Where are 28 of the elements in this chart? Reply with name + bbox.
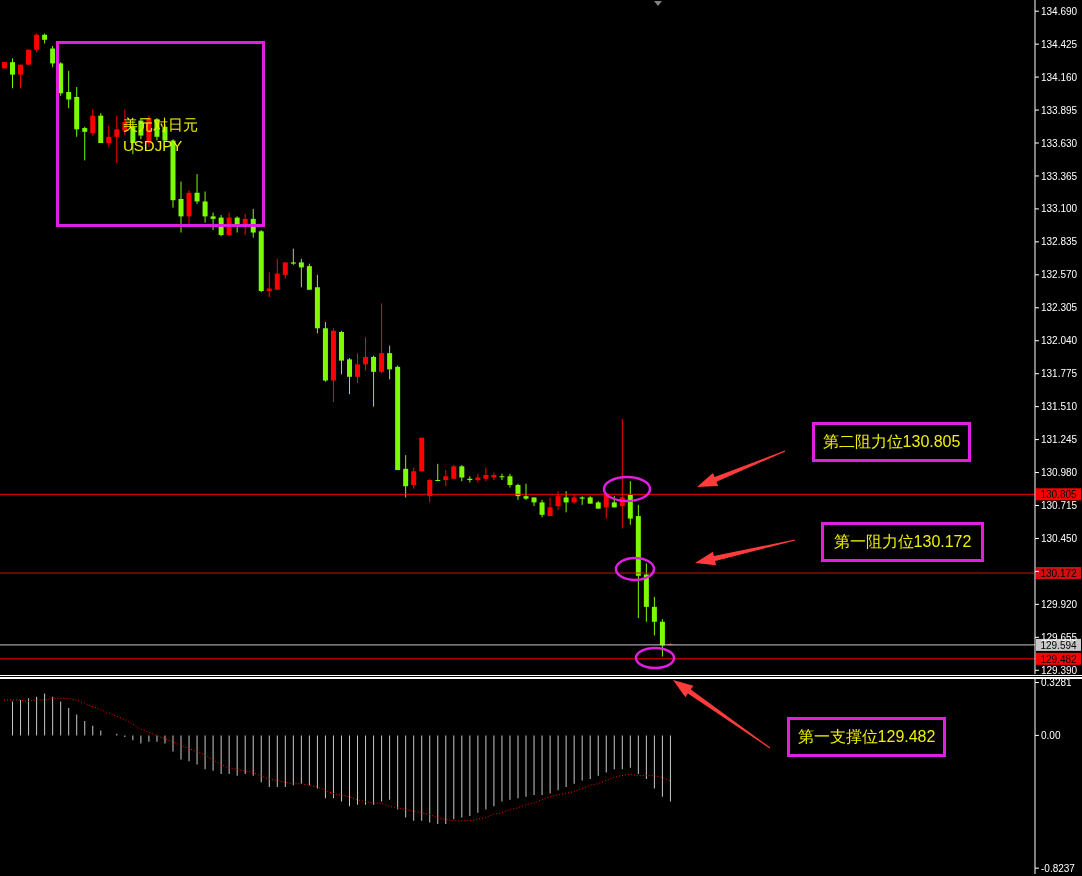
ref-line-label: 129.482: [1040, 653, 1078, 665]
ref-line-label: 130.172: [1040, 568, 1078, 580]
y-tick-label: -0.8237: [1041, 862, 1076, 874]
y-tick-label: 129.920: [1041, 598, 1078, 610]
y-tick-label: 130.980: [1041, 467, 1078, 479]
y-tick-label: 129.390: [1041, 664, 1078, 676]
y-tick-label: 134.690: [1041, 5, 1078, 17]
y-tick-label: 133.365: [1041, 170, 1078, 182]
y-tick-label: 133.100: [1041, 203, 1078, 215]
y-tick-label: 131.245: [1041, 434, 1078, 446]
y-tick-label: 130.715: [1041, 500, 1078, 512]
annotation: 第二阻力位130.805: [812, 422, 971, 462]
y-tick-label: 131.510: [1041, 401, 1078, 413]
y-tick-label: 134.160: [1041, 71, 1078, 83]
annotation: 第一支撑位129.482: [787, 717, 946, 757]
y-tick-label: 133.630: [1041, 137, 1078, 149]
y-tick-label: 132.040: [1041, 335, 1078, 347]
y-tick-label: 132.835: [1041, 236, 1078, 248]
y-tick-label: 132.305: [1041, 302, 1078, 314]
ref-line-label: 130.805: [1040, 489, 1078, 501]
y-tick-label: 132.570: [1041, 269, 1078, 281]
y-tick-label: 134.425: [1041, 38, 1078, 50]
y-tick-label: 131.775: [1041, 368, 1078, 380]
annotation: 第一阻力位130.172: [821, 522, 984, 562]
y-tick-label: 0.00: [1041, 729, 1061, 741]
y-tick-label: 130.450: [1041, 533, 1078, 544]
y-tick-label: 133.895: [1041, 104, 1078, 116]
y-tick-label: 0.3281: [1041, 677, 1073, 689]
